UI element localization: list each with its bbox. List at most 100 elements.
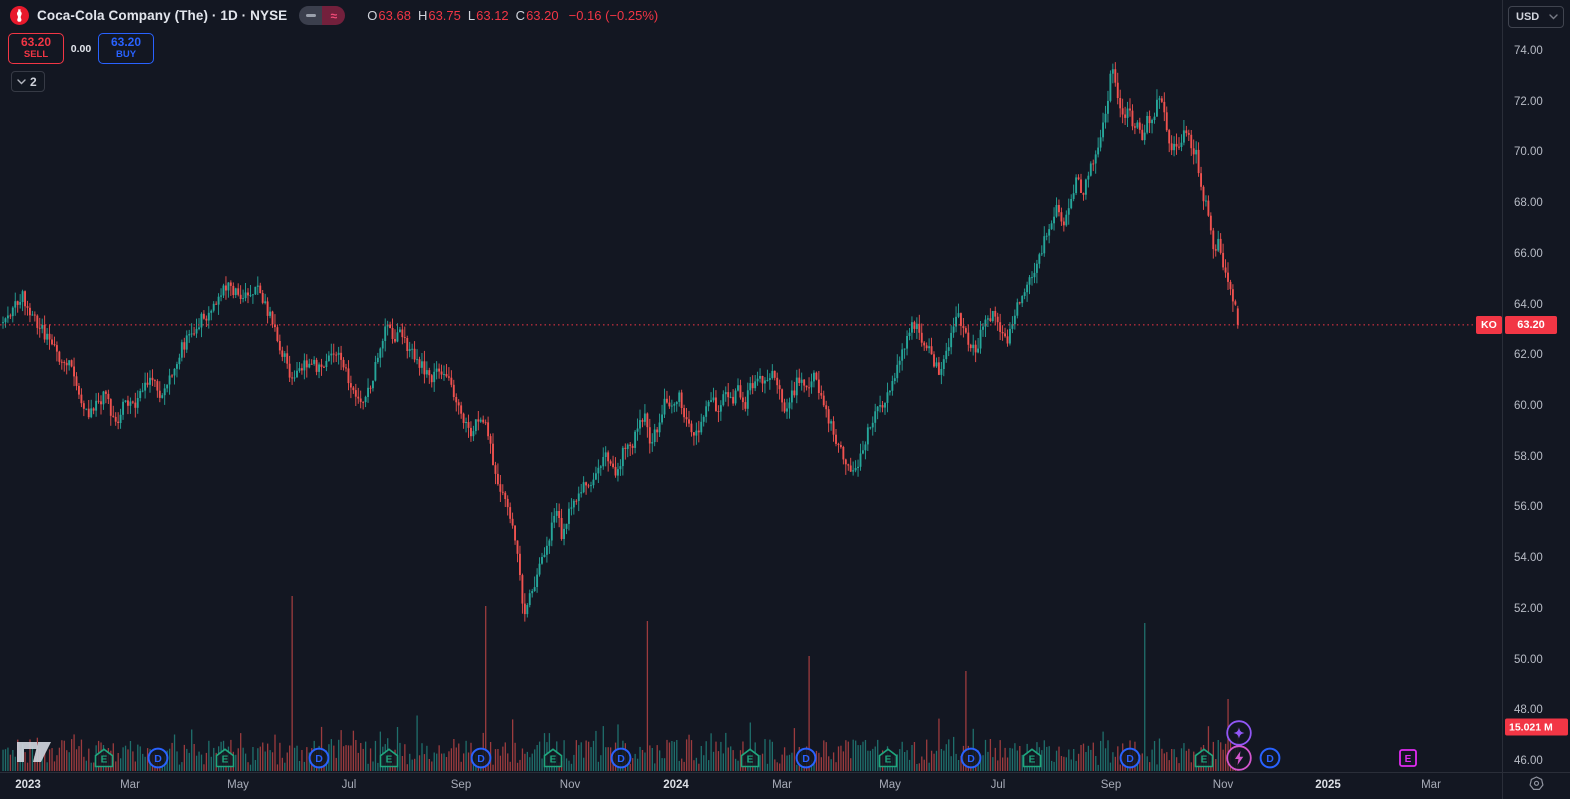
earnings-marker[interactable]: E — [1022, 748, 1043, 769]
price-tick: 52.00 — [1514, 602, 1543, 615]
svg-text:E: E — [1405, 754, 1412, 765]
price-tick: 68.00 — [1514, 197, 1543, 210]
svg-text:D: D — [802, 753, 810, 765]
svg-text:E: E — [222, 755, 229, 766]
earnings-marker[interactable]: E — [878, 748, 899, 769]
ai-sparkle-icon[interactable] — [1226, 720, 1253, 747]
dividend-marker[interactable]: D — [795, 747, 817, 769]
price-tick: 48.00 — [1514, 704, 1543, 717]
last-volume-label: 15.021 M — [1505, 718, 1568, 736]
time-axis[interactable]: 2023 Mar May Jul Sep Nov 2024 Mar May Jul Sep Nov 20… — [0, 772, 1502, 799]
time-tick: Sep — [1100, 779, 1122, 791]
lightning-icon[interactable] — [1226, 745, 1253, 772]
future-earnings-marker[interactable]: E — [1399, 749, 1418, 768]
price-axis[interactable]: USD 74.00 72.00 70.00 68.00 66.00 64.00 62.00 6… — [1502, 0, 1570, 772]
time-tick: Sep — [450, 779, 472, 791]
dash-icon — [299, 6, 323, 25]
dividend-marker[interactable]: D — [1119, 747, 1141, 769]
wave-icon: ≈ — [322, 6, 346, 25]
price-tick: 72.00 — [1514, 95, 1543, 108]
trade-panel: 63.20 SELL 0.00 63.20 BUY — [8, 33, 154, 64]
time-tick: Jul — [341, 779, 357, 791]
candlestick-plot — [0, 62, 1475, 771]
price-tick: 62.00 — [1514, 349, 1543, 362]
earnings-marker[interactable]: E — [379, 748, 400, 769]
svg-text:D: D — [967, 753, 975, 765]
sell-button[interactable]: 63.20 SELL — [8, 33, 64, 64]
time-tick: Jul — [990, 779, 1006, 791]
time-tick: Nov — [559, 779, 581, 791]
earnings-marker[interactable]: E — [740, 748, 761, 769]
svg-text:D: D — [477, 753, 485, 765]
buy-price: 63.20 — [110, 35, 142, 50]
earnings-marker[interactable]: E — [1194, 748, 1215, 769]
earnings-marker[interactable]: E — [94, 748, 115, 769]
last-price-label: 63.20 — [1505, 315, 1557, 334]
price-tick: 46.00 — [1514, 754, 1543, 767]
dividend-marker[interactable]: D — [308, 747, 330, 769]
candle-wicks — [2, 62, 1239, 622]
spread-value: 0.00 — [70, 42, 92, 55]
chevron-down-icon — [1549, 11, 1558, 23]
svg-text:E: E — [1201, 755, 1208, 766]
svg-text:D: D — [315, 753, 323, 765]
svg-text:D: D — [617, 753, 625, 765]
time-tick: 2024 — [663, 779, 689, 791]
gear-icon — [1529, 776, 1544, 796]
svg-text:E: E — [885, 755, 892, 766]
svg-text:E: E — [1029, 755, 1036, 766]
time-tick: May — [879, 779, 901, 791]
price-tick: 60.00 — [1514, 399, 1543, 412]
dividend-marker[interactable]: D — [147, 747, 169, 769]
svg-text:E: E — [386, 755, 393, 766]
time-tick: Nov — [1212, 779, 1234, 791]
object-tree-count: 2 — [30, 74, 37, 89]
tradingview-logo[interactable] — [16, 740, 52, 769]
time-tick: May — [227, 779, 249, 791]
ohlc-field: L 63.12 — [467, 8, 509, 23]
price-tick: 56.00 — [1514, 501, 1543, 514]
price-line-symbol-flag: KO — [1476, 316, 1502, 334]
volume-bars — [2, 596, 1239, 771]
candle-bodies — [2, 69, 1239, 615]
ohlc-field: H 63.75 — [417, 8, 461, 23]
price-tick: 66.00 — [1514, 247, 1543, 260]
price-tick: 58.00 — [1514, 450, 1543, 463]
svg-text:E: E — [747, 755, 754, 766]
ohlc-field: C 63.20 — [515, 8, 559, 23]
time-tick: 2025 — [1315, 779, 1341, 791]
earnings-marker[interactable]: E — [543, 748, 564, 769]
currency-value: USD — [1516, 11, 1540, 23]
dividend-marker[interactable]: D — [470, 747, 492, 769]
earnings-marker[interactable]: E — [215, 748, 236, 769]
time-tick: Mar — [1421, 779, 1441, 791]
buy-label: BUY — [115, 48, 137, 60]
dividend-marker[interactable]: D — [1259, 747, 1281, 769]
svg-text:D: D — [1126, 753, 1134, 765]
time-tick: Mar — [772, 779, 792, 791]
price-tick: 64.00 — [1514, 298, 1543, 311]
svg-text:D: D — [1266, 753, 1274, 765]
symbol-title[interactable]: Coca-Cola Company (The) · 1D · NYSE — [37, 8, 288, 23]
visibility-toggle-pill[interactable]: ≈ — [299, 6, 346, 25]
time-tick: Mar — [120, 779, 140, 791]
dividend-marker[interactable]: D — [610, 747, 632, 769]
dividend-marker[interactable]: D — [960, 747, 982, 769]
currency-selector[interactable]: USD — [1508, 6, 1564, 28]
object-tree-chip[interactable]: 2 — [11, 71, 45, 92]
sell-price: 63.20 — [20, 35, 52, 50]
coca-cola-logo-icon — [10, 6, 29, 25]
axis-settings-button[interactable] — [1502, 772, 1570, 799]
price-tick: 50.00 — [1514, 653, 1543, 666]
chevron-down-icon — [17, 78, 26, 85]
price-tick: 74.00 — [1514, 45, 1543, 57]
price-tick: 54.00 — [1514, 552, 1543, 565]
change-value: −0.16 (−0.25%) — [568, 8, 659, 23]
buy-button[interactable]: 63.20 BUY — [98, 33, 154, 64]
svg-text:E: E — [101, 755, 108, 766]
svg-text:E: E — [550, 755, 557, 766]
time-tick: 2023 — [15, 779, 41, 791]
